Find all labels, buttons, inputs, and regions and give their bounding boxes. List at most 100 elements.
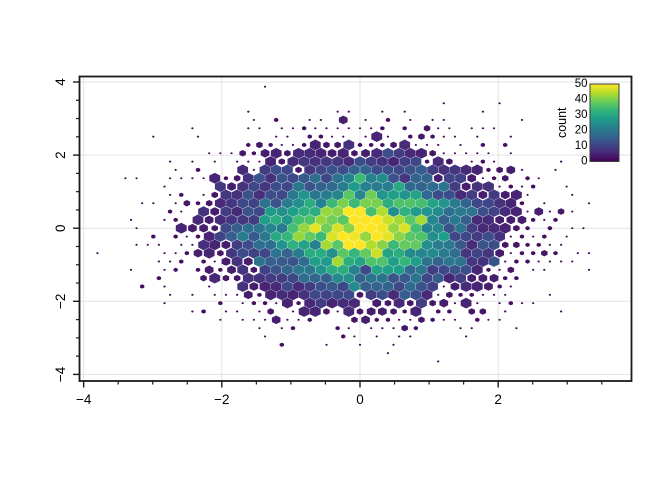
hex-cell: [477, 239, 489, 251]
hex-cell: [323, 141, 330, 149]
hex-cell: [175, 222, 187, 234]
hex-cell: [427, 197, 438, 209]
hex-cell: [421, 239, 433, 251]
hex-cell: [252, 168, 255, 171]
hex-cell: [371, 264, 383, 276]
hex-cell: [466, 189, 478, 201]
hex-cell: [382, 197, 394, 209]
hex-cell: [298, 156, 310, 167]
hex-cell: [547, 226, 553, 231]
hex-cell: [264, 335, 267, 338]
hex-cell: [214, 214, 226, 226]
hex-cell: [270, 264, 282, 276]
hex-cell: [404, 231, 416, 242]
hex-cell: [360, 247, 371, 259]
hex-cell: [286, 318, 289, 321]
hex-cell: [448, 127, 451, 130]
hex-cell: [390, 141, 397, 149]
hex-cell: [180, 177, 183, 180]
hex-cell: [262, 301, 268, 306]
y-tick-label: 4: [53, 78, 68, 86]
hex-cell: [376, 156, 388, 167]
hex-cell: [287, 206, 299, 217]
hex-cell: [337, 247, 349, 259]
hex-cell: [307, 134, 312, 139]
hex-cell: [309, 156, 321, 167]
hex-cell: [195, 167, 201, 173]
hex-cell: [488, 206, 500, 217]
hex-cell: [332, 256, 344, 267]
hex-cell: [438, 264, 450, 276]
hex-cell: [250, 266, 258, 274]
hex-cell: [476, 152, 479, 155]
colorbar-tick-label: 50: [575, 78, 588, 90]
y-tick-label: −4: [53, 366, 68, 382]
hex-cell: [393, 214, 405, 226]
hex-cell: [282, 247, 293, 259]
hex-cell: [416, 264, 427, 276]
hex-cell: [259, 281, 271, 292]
hex-cell: [388, 289, 399, 301]
hex-cell: [321, 239, 332, 251]
hex-cell: [500, 190, 510, 200]
hex-cell: [298, 239, 310, 251]
hex-cell: [270, 164, 282, 176]
hex-cell: [192, 214, 204, 226]
hex-cell: [267, 308, 274, 315]
hex-cell: [443, 206, 455, 217]
hex-cell: [392, 343, 395, 346]
hex-cell: [270, 214, 282, 226]
hex-cell: [321, 206, 332, 217]
hex-cell: [254, 172, 265, 184]
hex-cell: [361, 315, 370, 325]
hex-cell: [488, 256, 500, 267]
hex-cell: [498, 102, 501, 105]
hex-cell: [258, 327, 261, 330]
hex-cell: [185, 235, 188, 238]
hex-cell: [151, 234, 156, 239]
x-tick-label: 0: [356, 392, 364, 407]
hex-cell: [404, 281, 416, 292]
hex-cell: [557, 208, 565, 215]
hex-cell: [282, 264, 293, 276]
hex-cell: [298, 206, 310, 217]
hex-cell: [409, 318, 412, 321]
hex-cell: [174, 252, 177, 255]
hex-cell: [321, 189, 332, 201]
hex-cell: [399, 289, 411, 301]
hex-cell: [515, 327, 518, 330]
hex-cell: [493, 127, 496, 130]
hex-cell: [432, 189, 444, 201]
hex-cell: [179, 192, 184, 197]
hex-cell: [208, 285, 211, 288]
hex-cell: [560, 160, 563, 163]
hex-cell: [534, 207, 544, 216]
hex-cell: [270, 247, 282, 259]
hex-cell: [486, 167, 491, 173]
hex-cell: [342, 135, 345, 138]
hex-cell: [385, 317, 391, 322]
hex-cell: [343, 139, 355, 151]
hex-cell: [399, 222, 411, 234]
hex-cell: [276, 189, 288, 201]
hex-cell: [309, 289, 321, 301]
hex-cell: [239, 150, 246, 157]
hex-cell: [332, 289, 344, 301]
hex-cell: [332, 156, 344, 167]
hex-cell: [365, 156, 377, 167]
hex-cell: [200, 274, 207, 282]
hex-cell: [321, 222, 332, 234]
hex-cell: [460, 281, 472, 292]
hex-cell: [254, 272, 265, 284]
hex-cell: [449, 214, 461, 226]
hex-cell: [347, 110, 350, 113]
hex-cell: [356, 291, 364, 298]
hex-cell: [410, 306, 422, 317]
hex-cell: [332, 172, 344, 184]
hex-cell: [416, 147, 427, 159]
hex-cell: [237, 214, 249, 226]
hex-cell: [291, 127, 294, 130]
hex-cell: [315, 214, 327, 226]
hex-cell: [520, 302, 524, 305]
hex-cell: [526, 193, 529, 196]
